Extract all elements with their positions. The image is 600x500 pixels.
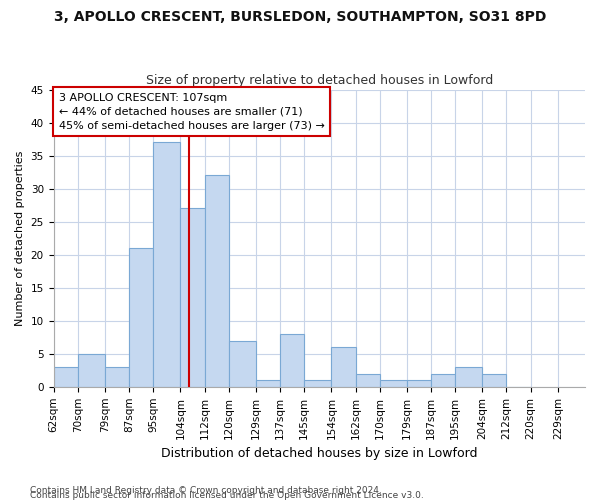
Bar (153, 142, 181, 387)
Bar (181, 208, 205, 387)
Bar (280, 334, 304, 387)
Bar (380, 380, 407, 387)
Bar (431, 374, 455, 387)
Bar (356, 374, 380, 387)
Bar (331, 347, 356, 387)
Bar (205, 176, 229, 387)
Bar (407, 380, 431, 387)
Bar (53, 367, 77, 387)
Bar (455, 367, 482, 387)
Y-axis label: Number of detached properties: Number of detached properties (15, 150, 25, 326)
X-axis label: Distribution of detached houses by size in Lowford: Distribution of detached houses by size … (161, 447, 478, 460)
Text: Contains HM Land Registry data © Crown copyright and database right 2024.: Contains HM Land Registry data © Crown c… (30, 486, 382, 495)
Text: 3, APOLLO CRESCENT, BURSLEDON, SOUTHAMPTON, SO31 8PD: 3, APOLLO CRESCENT, BURSLEDON, SOUTHAMPT… (54, 10, 546, 24)
Bar (229, 340, 256, 387)
Bar (256, 380, 280, 387)
Title: Size of property relative to detached houses in Lowford: Size of property relative to detached ho… (146, 74, 493, 87)
Bar (304, 380, 331, 387)
Bar (482, 374, 506, 387)
Bar (105, 367, 129, 387)
Bar (129, 248, 153, 387)
Text: Contains public sector information licensed under the Open Government Licence v3: Contains public sector information licen… (30, 491, 424, 500)
Bar (77, 354, 105, 387)
Text: 3 APOLLO CRESCENT: 107sqm
← 44% of detached houses are smaller (71)
45% of semi-: 3 APOLLO CRESCENT: 107sqm ← 44% of detac… (59, 92, 325, 130)
